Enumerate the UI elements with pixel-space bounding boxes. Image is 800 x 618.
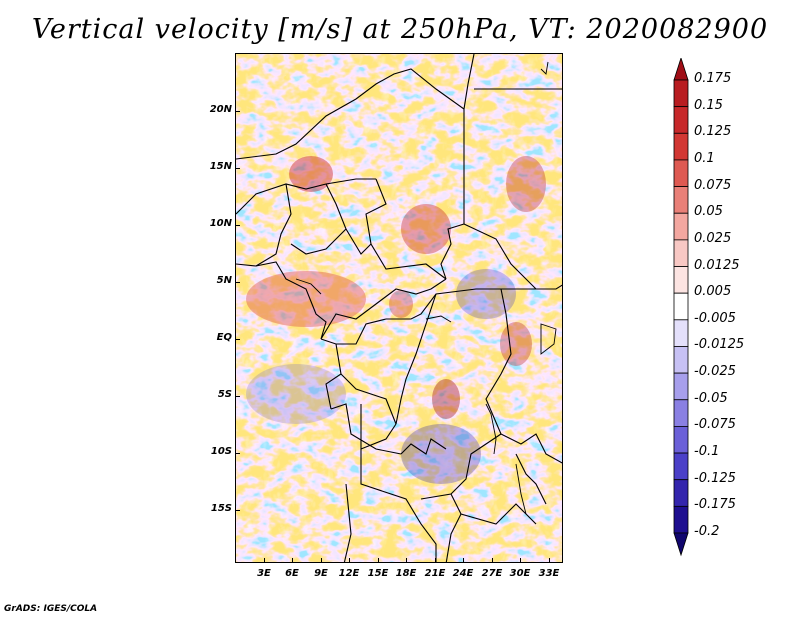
colorbar-segment: [673, 505, 689, 534]
updraft-region: [246, 271, 366, 327]
longitude-label: 24E: [452, 568, 474, 579]
longitude-label: 30E: [509, 568, 531, 579]
colorbar-label: -0.1: [694, 444, 720, 460]
colorbar-label: -0.2: [694, 524, 720, 539]
colorbar-label: 0.15: [694, 97, 723, 113]
colorbar-segment: [673, 346, 689, 374]
latitude-label: 20N: [209, 104, 232, 115]
longitude-label: 12E: [338, 568, 360, 579]
updraft-region: [506, 156, 546, 212]
latitude-tick: [235, 510, 240, 511]
longitude-label: 6E: [285, 568, 299, 579]
longitude-label: 18E: [395, 568, 417, 579]
colorbar-segment: [673, 372, 689, 401]
latitude-tick: [235, 168, 240, 169]
latitude-label: 5S: [217, 389, 232, 400]
latitude-tick: [235, 396, 240, 397]
longitude-label: 21E: [424, 568, 446, 579]
updraft-region: [432, 379, 460, 419]
latitude-label: 5N: [216, 275, 232, 286]
longitude-tick: [463, 558, 464, 563]
colorbar-label: 0.025: [694, 230, 732, 246]
colorbar-segment: [673, 132, 689, 161]
latitude-label: 15S: [210, 503, 232, 514]
colorbar-segment: [673, 79, 689, 108]
longitude-tick: [292, 558, 293, 563]
colorbar-label: 0.05: [694, 204, 723, 220]
latitude-tick: [235, 453, 240, 454]
longitude-tick: [349, 558, 350, 563]
colorbar-label: -0.125: [694, 470, 736, 486]
updraft-region: [289, 156, 333, 192]
longitude-label: 9E: [314, 568, 328, 579]
colorbar-segment: [673, 212, 689, 241]
colorbar-label: -0.0125: [694, 337, 745, 353]
colorbar-segment: [673, 106, 689, 134]
colorbar-label: -0.025: [694, 364, 736, 380]
longitude-tick: [378, 558, 379, 563]
colorbar-label: -0.175: [694, 497, 736, 513]
colorbar-segment: [673, 239, 689, 267]
latitude-label: 10N: [209, 218, 232, 229]
latitude-tick: [235, 111, 240, 112]
latitude-tick: [235, 282, 240, 283]
colorbar-segment: [673, 266, 689, 294]
colorbar-label: -0.075: [694, 417, 736, 433]
longitude-tick: [406, 558, 407, 563]
latitude-label: 15N: [209, 161, 232, 172]
longitude-tick: [264, 558, 265, 563]
colorbar-segment: [673, 186, 689, 214]
longitude-label: 33E: [538, 568, 560, 579]
downdraft-region: [456, 269, 516, 319]
updraft-region: [401, 204, 451, 254]
colorbar-label: 0.005: [694, 284, 732, 300]
colorbar-label: 0.175: [694, 71, 732, 86]
colorbar-segment: [673, 319, 689, 347]
downdraft-region: [246, 364, 346, 424]
colorbar-segment: [673, 399, 689, 427]
lake-outlines: [295, 61, 557, 515]
longitude-label: 3E: [257, 568, 271, 579]
latitude-label: EQ: [216, 332, 232, 343]
updraft-region: [389, 290, 413, 318]
longitude-tick: [321, 558, 322, 563]
colorbar-label: 0.1: [694, 150, 715, 166]
colorbar-segment: [673, 532, 689, 557]
field-highlights: [236, 54, 562, 562]
colorbar-label: 0.0125: [694, 257, 740, 273]
colorbar: [673, 58, 689, 557]
longitude-tick: [549, 558, 550, 563]
colorbar-label: 0.075: [694, 177, 732, 193]
colorbar-segment: [673, 292, 689, 321]
colorbar-segment: [673, 426, 689, 454]
longitude-tick: [492, 558, 493, 563]
latitude-label: 10S: [210, 446, 232, 457]
grads-credit: GrADS: IGES/COLA: [4, 604, 98, 614]
downdraft-region: [401, 424, 481, 484]
colorbar-label: -0.05: [694, 390, 728, 406]
longitude-label: 27E: [481, 568, 503, 579]
map-panel: [235, 53, 563, 563]
latitude-tick: [235, 339, 240, 340]
longitude-tick: [520, 558, 521, 563]
colorbar-segment: [673, 159, 689, 187]
longitude-label: 15E: [367, 568, 389, 579]
colorbar-segment: [673, 58, 689, 81]
vertical-velocity-field: [236, 54, 562, 562]
colorbar-segment: [673, 479, 689, 507]
colorbar-label: 0.125: [694, 124, 732, 140]
map-title: Vertical velocity [m/s] at 250hPa, VT: 2…: [31, 14, 769, 45]
colorbar-label: -0.005: [694, 310, 736, 326]
country-borders: [236, 54, 562, 562]
latitude-tick: [235, 225, 240, 226]
longitude-tick: [435, 558, 436, 563]
colorbar-segment: [673, 452, 689, 481]
updraft-region: [500, 322, 532, 366]
